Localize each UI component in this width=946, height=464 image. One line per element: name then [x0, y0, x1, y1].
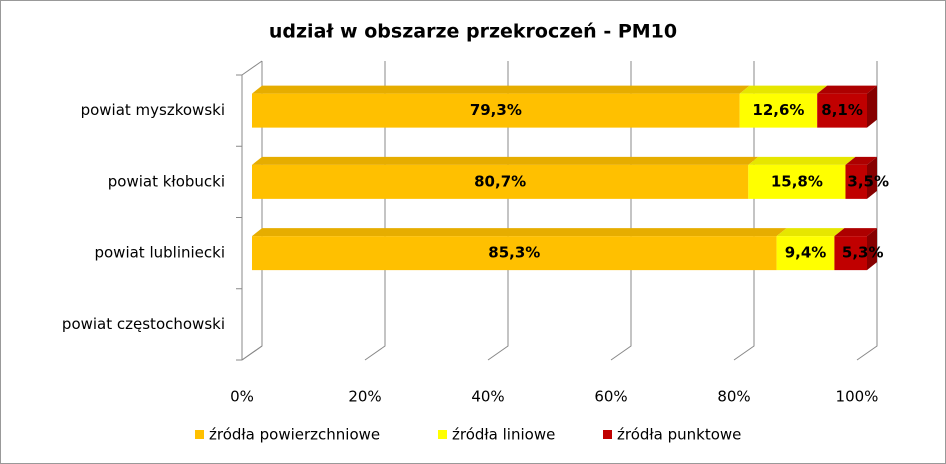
bar-side [867, 228, 877, 271]
legend-swatch [195, 430, 204, 439]
bar-top [739, 85, 828, 94]
bar [252, 93, 740, 128]
value-label: 85,3% [488, 244, 540, 262]
bar-side [867, 156, 877, 199]
x-tick-label: 80% [717, 388, 750, 406]
value-label: 3,5% [847, 172, 889, 190]
legend-label: źródła liniowe [452, 426, 555, 444]
x-tick-label: 60% [594, 388, 627, 406]
grid-line [487, 61, 509, 361]
legend-swatch [438, 430, 447, 439]
bar [252, 164, 749, 199]
bar [776, 236, 835, 271]
x-tick-label: 40% [471, 388, 504, 406]
value-label: 8,1% [821, 101, 863, 119]
x-tick-label: 100% [836, 388, 879, 406]
legend-swatch [603, 430, 612, 439]
bar-side [867, 85, 877, 128]
bar [252, 236, 777, 271]
grid-line [610, 61, 632, 361]
x-tick-label: 0% [230, 388, 254, 406]
legend-label: źródła punktowe [617, 426, 741, 444]
bar-top [252, 228, 787, 237]
bar-top [817, 85, 877, 94]
value-label: 12,6% [752, 101, 804, 119]
bar [845, 164, 867, 199]
grid-line [364, 61, 386, 361]
bar-top [252, 85, 750, 94]
y-tick-label: powiat lubliniecki [94, 244, 225, 262]
y-tick-label: powiat częstochowski [62, 315, 225, 333]
bar [748, 164, 846, 199]
value-label: 80,7% [474, 172, 526, 190]
value-label: 79,3% [470, 101, 522, 119]
bar-top [845, 156, 877, 165]
legend-label: źródła powierzchniowe [209, 426, 380, 444]
bar-top [748, 156, 856, 165]
y-tick-label: powiat myszkowski [81, 101, 225, 119]
grid-line [733, 61, 755, 361]
y-tick-label: powiat kłobucki [108, 172, 225, 190]
bar-top [834, 228, 877, 237]
bar-top [252, 156, 759, 165]
grid-line [856, 61, 878, 361]
x-tick-label: 20% [348, 388, 381, 406]
value-label: 5,3% [842, 244, 884, 262]
bar-top [776, 228, 845, 237]
chart-title: udział w obszarze przekroczeń - PM10 [269, 21, 677, 43]
grid-line [241, 61, 263, 361]
bar [739, 93, 818, 128]
bar [834, 236, 867, 271]
value-label: 9,4% [785, 244, 827, 262]
value-label: 15,8% [771, 172, 823, 190]
bar [817, 93, 867, 128]
